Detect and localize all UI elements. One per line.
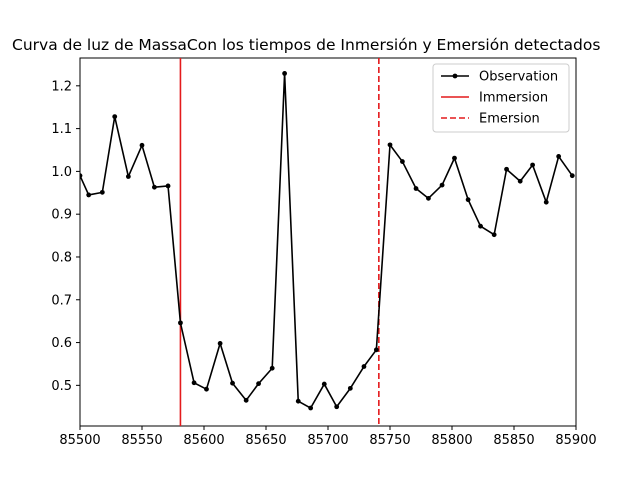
observation-point bbox=[178, 320, 183, 326]
plot-data-group bbox=[80, 58, 575, 426]
y-tick-label: 0.8 bbox=[51, 250, 72, 265]
y-tick-label: 0.7 bbox=[51, 293, 72, 308]
observation-point bbox=[295, 398, 301, 404]
observation-point bbox=[491, 232, 497, 238]
observation-point bbox=[504, 166, 509, 172]
x-tick-label: 85700 bbox=[307, 433, 348, 448]
y-tick-label: 0.9 bbox=[51, 208, 72, 223]
x-tick-label: 85650 bbox=[245, 433, 286, 448]
observation-point bbox=[321, 381, 327, 387]
x-tick-label: 85850 bbox=[493, 433, 534, 448]
observation-point bbox=[361, 364, 367, 369]
observation-point bbox=[165, 183, 171, 189]
observation-point bbox=[86, 192, 92, 198]
observation-point bbox=[569, 173, 575, 179]
observation-point bbox=[439, 182, 445, 188]
observation-point bbox=[282, 71, 287, 76]
legend: Observation Immersion Emersion bbox=[432, 63, 570, 133]
observation-point bbox=[426, 195, 431, 201]
observation-point bbox=[373, 347, 379, 353]
x-tick-label: 85750 bbox=[369, 433, 410, 448]
x-tick-label: 85900 bbox=[555, 433, 596, 448]
x-tick-label: 85550 bbox=[121, 433, 162, 448]
observation-point bbox=[139, 142, 145, 148]
legend-box bbox=[432, 63, 570, 133]
observation-point bbox=[334, 404, 340, 410]
observation-point bbox=[387, 142, 393, 148]
y-tick-label: 1.2 bbox=[51, 79, 72, 94]
plot-area: 85500 85550 85600 85650 85700 85750 85800 85850… bbox=[51, 57, 597, 448]
legend-label-immersion: Immersion bbox=[479, 91, 548, 106]
observation-point bbox=[452, 155, 457, 161]
observation-point bbox=[191, 380, 197, 386]
legend-marker-observation bbox=[452, 73, 458, 79]
x-tick-label: 85800 bbox=[431, 433, 472, 448]
observation-point bbox=[465, 197, 471, 203]
observation-point bbox=[530, 162, 535, 168]
observation-point bbox=[112, 114, 118, 120]
observation-point bbox=[347, 385, 353, 391]
observation-point bbox=[256, 381, 261, 387]
observation-point bbox=[400, 159, 405, 164]
y-tick-label: 1.1 bbox=[51, 122, 72, 137]
x-tick-label: 85500 bbox=[59, 433, 100, 448]
observation-point bbox=[478, 223, 483, 229]
observation-point bbox=[269, 365, 275, 371]
observation-point bbox=[413, 186, 419, 191]
x-tick-label: 85600 bbox=[183, 433, 224, 448]
observation-point bbox=[204, 386, 209, 392]
observation-point bbox=[556, 154, 562, 159]
y-tick-label: 0.6 bbox=[51, 336, 72, 351]
observation-point bbox=[243, 397, 249, 403]
observation-point bbox=[230, 380, 235, 386]
observation-point bbox=[543, 199, 549, 205]
observation-point bbox=[308, 405, 314, 411]
observation-point bbox=[217, 341, 223, 346]
observation-point bbox=[99, 189, 105, 195]
y-tick-label: 1.0 bbox=[51, 165, 72, 180]
observation-point bbox=[125, 174, 131, 179]
y-tick-label: 0.5 bbox=[51, 379, 72, 394]
observation-point bbox=[80, 173, 83, 179]
observation-point bbox=[517, 178, 523, 184]
chart-title: Curva de luz de MassaCon los tiempos de … bbox=[12, 36, 600, 54]
observation-point bbox=[152, 184, 157, 190]
legend-label-emersion: Emersion bbox=[479, 112, 540, 127]
legend-label-observation: Observation bbox=[479, 70, 558, 85]
